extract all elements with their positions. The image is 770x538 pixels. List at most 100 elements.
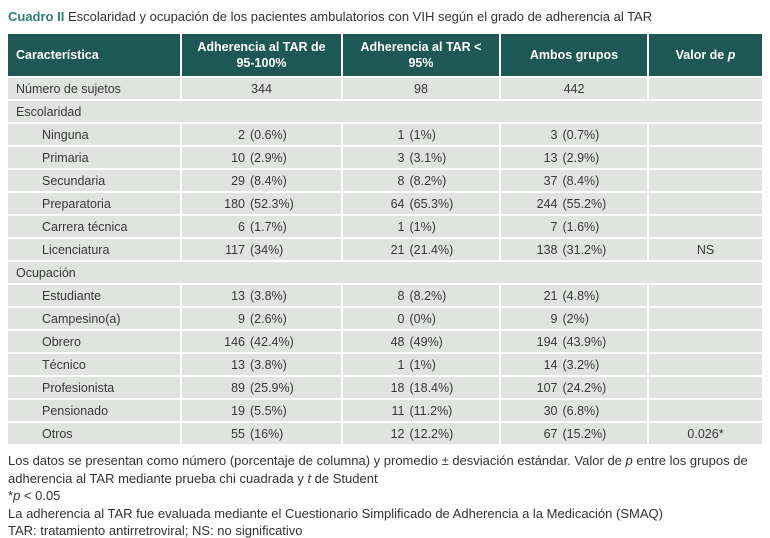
percent-value: (15.2%): [562, 426, 607, 441]
table-row: Obrero 146 (42.4%) 48 (49%) 194 (43.9%): [8, 331, 762, 352]
count-value: 30: [543, 403, 558, 418]
value-cell: 1 (1%): [343, 216, 499, 237]
value-cell: 64 (65.3%): [343, 193, 499, 214]
value-cell: 67 (15.2%): [501, 423, 647, 444]
count-value: 3: [550, 127, 558, 142]
value-cell: 9 (2%): [501, 308, 647, 329]
row-label: Carrera técnica: [8, 216, 180, 237]
table-row: Licenciatura 117 (34%) 21 (21.4%) 138 (31.2%) N…: [8, 239, 762, 260]
percent-value: (2.6%): [250, 311, 287, 326]
table-body: Número de sujetos 344 98 442 Escolaridad Ning…: [8, 78, 762, 444]
value-cell: 8 (8.2%): [343, 170, 499, 191]
footnote-text-segment: entre los grupos de adherencia al TAR me…: [8, 453, 748, 486]
percent-value: (4.8%): [562, 288, 600, 303]
percent-value: (8.2%): [409, 288, 447, 303]
count-value: 8: [397, 173, 405, 188]
footnote-line: *p < 0.05: [8, 487, 764, 505]
p-value-cell: [649, 124, 762, 145]
value-cell: 37 (8.4%): [501, 170, 647, 191]
section-label: Escolaridad: [8, 101, 762, 122]
value-cell: 89 (25.9%): [182, 377, 341, 398]
count-value: 55: [231, 426, 245, 441]
value-cell: 29 (8.4%): [182, 170, 341, 191]
value-cell: 10 (2.9%): [182, 147, 341, 168]
count-value: 117: [225, 242, 245, 257]
count-value: 2: [238, 127, 245, 142]
row-label: Otros: [8, 423, 180, 444]
count-value: 0: [397, 311, 405, 326]
percent-value: (18.4%): [409, 380, 454, 395]
value-cell: 7 (1.6%): [501, 216, 647, 237]
count-value: 19: [231, 403, 245, 418]
row-label: Primaria: [8, 147, 180, 168]
percent-value: (43.9%): [562, 334, 607, 349]
footnote-text-segment: TAR: tratamiento antirretroviral; NS: no…: [8, 523, 303, 538]
table-row: Técnico 13 (3.8%) 1 (1%) 14 (3.2%): [8, 354, 762, 375]
count-value: 9: [550, 311, 558, 326]
value-cell: 138 (31.2%): [501, 239, 647, 260]
count-value: 11: [391, 403, 405, 418]
p-value-cell: [649, 170, 762, 191]
percent-value: (6.8%): [562, 403, 600, 418]
count-value: 9: [238, 311, 245, 326]
footnotes: Los datos se presentan como número (porc…: [8, 452, 764, 538]
row-label: Profesionista: [8, 377, 180, 398]
p-value-cell: [649, 285, 762, 306]
value-cell: 21 (21.4%): [343, 239, 499, 260]
value-cell: 442: [501, 78, 647, 99]
count-value: 1: [397, 127, 405, 142]
table-row: Preparatoria 180 (52.3%) 64 (65.3%) 244 (55.2%…: [8, 193, 762, 214]
table-row: Estudiante 13 (3.8%) 8 (8.2%) 21 (4.8%): [8, 285, 762, 306]
count-value: 244: [536, 196, 558, 211]
count-value: 13: [231, 288, 245, 303]
percent-value: (1%): [409, 219, 436, 234]
value-cell: 98: [343, 78, 499, 99]
value-cell: 6 (1.7%): [182, 216, 341, 237]
percent-value: (52.3%): [250, 196, 294, 211]
p-value-cell: 0.026*: [649, 423, 762, 444]
count-value: 13: [231, 357, 245, 372]
footnote-line: Los datos se presentan como número (porc…: [8, 452, 764, 487]
table-number-label: Cuadro II: [8, 9, 65, 24]
footnote-italic-segment: p: [625, 453, 633, 468]
count-value: 21: [543, 288, 558, 303]
count-value: 48: [390, 334, 405, 349]
header-row: Característica Adherencia al TAR de 95-1…: [8, 34, 762, 76]
footnote-text-segment: de Student: [311, 470, 378, 486]
percent-value: (3.8%): [250, 288, 287, 303]
value-cell: 12 (12.2%): [343, 423, 499, 444]
value-cell: 19 (5.5%): [182, 400, 341, 421]
percent-value: (16%): [250, 426, 284, 441]
value-cell: 30 (6.8%): [501, 400, 647, 421]
footnote-italic-segment: t: [307, 470, 312, 486]
p-value-cell: [649, 377, 762, 398]
row-label: Licenciatura: [8, 239, 180, 260]
table-title: Cuadro II Escolaridad y ocupación de los…: [8, 9, 764, 24]
footnote-line: TAR: tratamiento antirretroviral; NS: no…: [8, 522, 764, 538]
value-cell: 2 (0.6%): [182, 124, 341, 145]
footnote-text-segment: *: [8, 488, 14, 504]
percent-value: (8.2%): [409, 173, 447, 188]
p-value-cell: [649, 400, 762, 421]
percent-value: (1.6%): [562, 219, 600, 234]
footnote-text-segment: Los datos se presentan como número (porc…: [8, 453, 626, 468]
percent-value: (12.2%): [409, 426, 454, 441]
table-header: Característica Adherencia al TAR de 95-1…: [8, 34, 762, 76]
row-label: Campesino(a): [8, 308, 180, 329]
footnote-line: La adherencia al TAR fue evaluada median…: [8, 505, 764, 523]
percent-value: (24.2%): [562, 380, 607, 395]
percent-value: (5.5%): [250, 403, 287, 418]
p-value-cell: [649, 308, 762, 329]
p-value-cell: [649, 216, 762, 237]
table-row: Campesino(a) 9 (2.6%) 0 (0%) 9 (2%): [8, 308, 762, 329]
row-label: Estudiante: [8, 285, 180, 306]
count-value: 6: [238, 219, 245, 234]
percent-value: (25.9%): [250, 380, 294, 395]
row-label: Preparatoria: [8, 193, 180, 214]
value-cell: 8 (8.2%): [343, 285, 499, 306]
footnote-text-segment: La adherencia al TAR fue evaluada median…: [8, 505, 663, 521]
value-cell: 244 (55.2%): [501, 193, 647, 214]
count-value: 1: [397, 357, 405, 372]
col-header-valor-p: Valor de p: [649, 34, 762, 76]
